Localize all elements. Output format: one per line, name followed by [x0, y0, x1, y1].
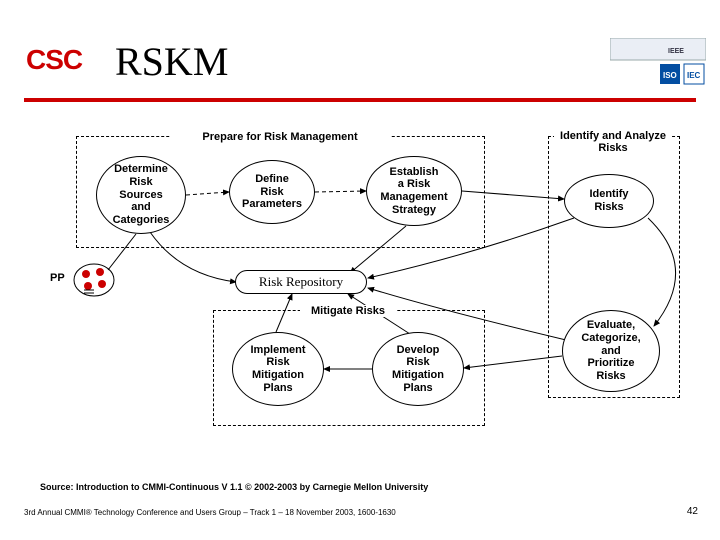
node-define: DefineRiskParameters	[229, 160, 315, 224]
footer-source: Source: Introduction to CMMI-Continuous …	[40, 482, 428, 492]
group-prepare-label: Prepare for Risk Management	[170, 131, 390, 143]
node-determine: DetermineRiskSourcesandCategories	[96, 156, 186, 234]
node-repository: Risk Repository	[235, 270, 367, 294]
group-identify-label: Identify and Analyze Risks	[554, 130, 672, 154]
pp-cluster-icon	[72, 262, 116, 298]
badge-cluster: IEEE ISO IEC	[610, 38, 706, 88]
node-develop: DevelopRiskMitigationPlans	[372, 332, 464, 406]
node-evaluate: Evaluate,Categorize,andPrioritizeRisks	[562, 310, 660, 392]
footer-conference: 3rd Annual CMMI® Technology Conference a…	[24, 508, 396, 517]
csc-logo: CSC	[26, 44, 82, 76]
page-title: RSKM	[115, 38, 228, 85]
slide-number: 42	[687, 506, 698, 517]
svg-text:IEEE: IEEE	[668, 48, 684, 55]
group-mitigate-label: Mitigate Risks	[300, 305, 396, 317]
node-implement: ImplementRiskMitigationPlans	[232, 332, 324, 406]
node-establish: Establisha RiskManagementStrategy	[366, 156, 462, 226]
svg-text:IEC: IEC	[687, 71, 701, 80]
header-separator	[24, 98, 696, 102]
node-identify-risks: IdentifyRisks	[564, 174, 654, 228]
pp-label: PP	[50, 272, 65, 284]
svg-text:ISO: ISO	[663, 71, 677, 80]
